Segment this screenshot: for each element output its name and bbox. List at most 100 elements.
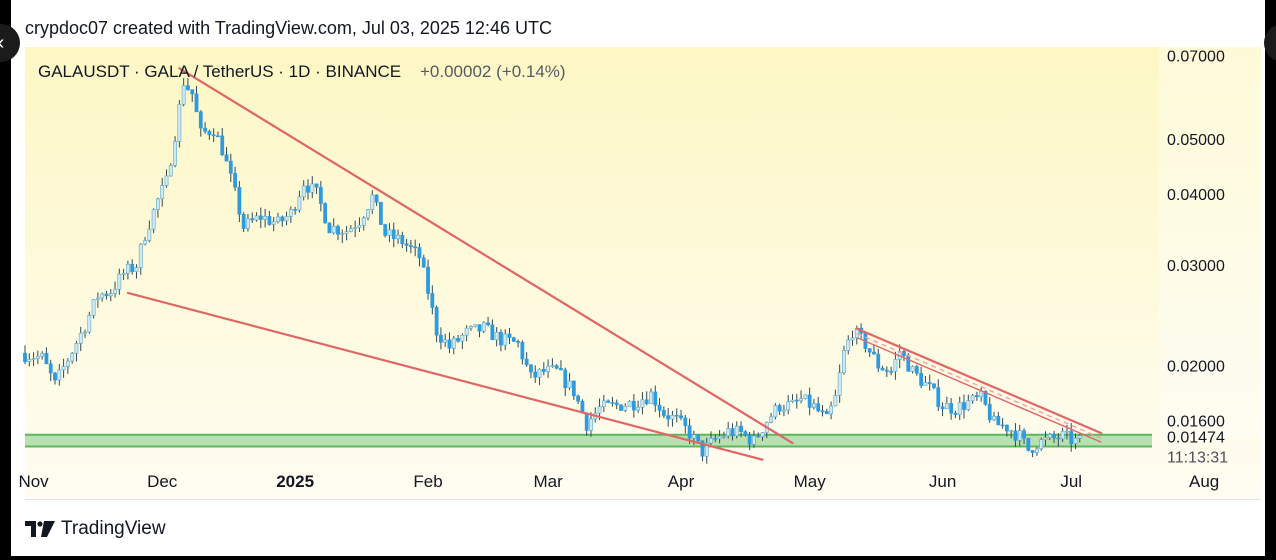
chevron-right-icon[interactable]: › [1264,24,1276,62]
candle-body [670,414,675,420]
candle-body [640,399,645,408]
candle-body [276,216,280,223]
candle-body [117,273,122,290]
candle-body [807,394,812,408]
candle-body [760,432,765,437]
symbol-title: GALAUSDT · GALA / TetherUS · 1D · BINANC… [38,62,401,81]
candle-body [181,85,186,105]
candle-body [108,293,113,297]
candle-body [1030,450,1035,453]
candle-body [138,243,143,268]
candle-body [211,134,216,137]
candle-body [57,369,62,381]
candle-body [417,247,422,259]
candle-body [923,382,928,386]
candle-body [100,293,105,299]
candle-body [1052,434,1056,439]
candle-body [147,228,152,241]
candle-body [91,299,96,316]
candle-body [1026,437,1031,451]
candle-body [520,342,525,360]
candle-body [949,403,954,414]
candle-body [1056,437,1061,440]
candle-body [824,411,829,415]
candle-body [241,213,246,229]
candle-body [378,201,383,225]
candle-body [246,218,250,229]
candle-body [456,338,460,342]
candle-body [957,402,962,415]
candle-body [370,194,375,210]
price-tick-label: 0.03000 [1167,258,1225,275]
candle-body [837,372,842,396]
candle-body [799,398,803,402]
candle-body [906,355,911,372]
candle-body [829,405,833,415]
candle-body [203,127,207,132]
candle-body [258,215,263,220]
candle-body [927,382,932,385]
candle-body [220,135,225,156]
candle-body [27,359,32,363]
candle-body [130,263,135,272]
candle-body [812,403,816,408]
candle-body [156,198,160,210]
candle-body [374,194,379,203]
candle-body [430,293,435,308]
candle-body [554,365,559,369]
price-tick-label: 0.02000 [1167,358,1225,375]
candle-body [78,332,83,344]
candle-body [126,263,130,274]
candle-body [559,368,563,371]
time-tick-label: Apr [668,472,695,491]
candle-body [151,209,156,230]
candle-body [44,353,49,365]
candle-body [293,209,298,211]
candle-body [168,164,173,177]
candle-body [631,400,636,411]
candle-body [254,215,259,221]
price-chart[interactable]: 0.07000 0.05000 0.04000 0.03000 0.02000 0.016… [11,47,1261,500]
candle-body [919,373,924,386]
candle-body [576,395,581,402]
candle-body [773,405,778,418]
candle-body [74,343,79,354]
candle-body [996,416,1001,426]
candle-body [962,402,966,410]
candle-body [104,293,109,297]
candle-body [867,348,872,353]
candle-body [610,402,615,404]
candle-body [310,183,315,193]
candle-body [777,405,782,412]
last-price-label: 0.01474 [1167,430,1225,447]
chart-header: crypdoc07 created with TradingView.com, … [25,18,552,38]
candle-body [228,160,233,174]
candle-body [421,257,426,268]
candle-body [383,224,388,236]
candle-body [263,216,268,220]
candle-body [507,333,512,338]
candle-body [366,209,370,219]
chevron-left-icon[interactable]: ‹ [0,24,20,62]
candle-body [207,131,212,136]
candle-body [614,402,619,406]
candle-body [974,395,979,398]
candle-body [752,435,756,445]
candle-body [516,341,520,343]
candle-body [683,417,688,427]
candle-body [481,322,486,332]
candle-body [267,216,272,225]
candle-body [691,434,696,439]
trendline-wedge-upper [178,67,794,445]
countdown-label: 11:13:31 [1167,450,1228,467]
candle-body [224,154,229,162]
candle-body [357,224,362,228]
candle-body [786,401,791,411]
candle-body [31,358,36,360]
candle-body [121,272,126,275]
candle-body [164,175,169,186]
candle-body [876,353,881,369]
candle-body [494,331,499,341]
candle-body [198,111,203,129]
candle-body [301,185,306,198]
